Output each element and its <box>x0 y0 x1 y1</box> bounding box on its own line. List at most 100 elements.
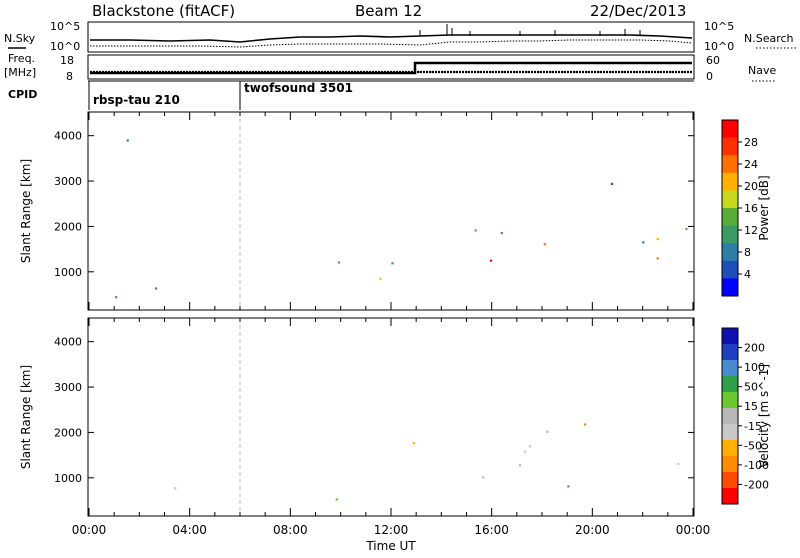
velocity-cell <box>567 485 570 488</box>
velocity-colorbar-cell <box>722 376 738 393</box>
velocity-xtick-label: 12:00 <box>374 523 409 537</box>
velocity-cell <box>523 450 526 453</box>
velocity-colorbar-cells <box>722 328 738 505</box>
noise-search-trace <box>90 39 693 48</box>
velocity-xticks <box>88 318 694 516</box>
beam-label: Beam 12 <box>355 2 422 20</box>
velocity-colorbar-frame <box>721 327 739 505</box>
velocity-colorbar-cell <box>722 472 738 489</box>
nave-trace <box>90 61 692 75</box>
cpid-program-1: twofsound 3501 <box>244 81 353 95</box>
velocity-cell <box>412 442 415 445</box>
power-colorbar-cell <box>722 208 738 227</box>
power-cell <box>391 262 394 265</box>
power-cell <box>155 287 158 290</box>
plot-title: Blackstone (fitACF) <box>92 2 235 20</box>
power-colorbar-cell <box>722 137 738 156</box>
noise-sky-trace <box>90 34 693 43</box>
power-cell <box>489 259 493 262</box>
date-label: 22/Dec/2013 <box>590 2 686 20</box>
frequency-panel-frame <box>87 54 695 80</box>
velocity-colorbar-tick-label: 50 <box>744 381 758 394</box>
noise-left-tick-bottom: 10^0 <box>50 40 80 53</box>
nave-label: Nave <box>748 64 776 77</box>
power-cell <box>337 261 341 264</box>
power-cell <box>115 296 118 299</box>
velocity-cell <box>518 464 522 467</box>
velocity-colorbar-tick-label: 100 <box>744 361 765 374</box>
noise-left-label: N.Sky <box>4 32 36 45</box>
velocity-colorbar-tick-label: -50 <box>744 439 762 452</box>
freq-tick-top: 18 <box>60 54 74 67</box>
noise-right-tick-top: 10^5 <box>704 20 734 33</box>
velocity-cell <box>174 487 177 490</box>
power-colorbar-cell <box>722 172 738 191</box>
noise-panel: N.Sky 10^5 10^0 10^5 10^0 N.Search <box>4 20 798 53</box>
power-ylabel: Slant Range [km] <box>19 159 33 263</box>
power-colorbar-tick-label: 24 <box>744 158 758 171</box>
power-colorbar-cell <box>722 260 738 279</box>
power-cell <box>379 277 382 280</box>
power-ytick-label: 2000 <box>54 220 82 233</box>
freq-label-line1: Freq. <box>8 52 35 65</box>
power-colorbar: 28 24 20 16 12 8 4 Power [dB] <box>721 119 771 297</box>
power-colorbar-tick-label: 16 <box>744 202 758 215</box>
freq-label-line2: [MHz] <box>4 66 36 79</box>
cpid-label: CPID <box>8 88 37 101</box>
power-cell <box>642 241 645 244</box>
velocity-colorbar-cell <box>722 392 738 409</box>
power-cell <box>474 229 477 232</box>
nave-tick-bottom: 0 <box>706 70 713 83</box>
velocity-xtick-label: 00:00 <box>676 523 711 537</box>
velocity-cell <box>677 462 680 465</box>
velocity-cell <box>528 445 532 448</box>
power-colorbar-tick-label: 8 <box>744 246 751 259</box>
velocity-cell <box>482 476 485 479</box>
power-colorbar-cell <box>722 243 738 262</box>
velocity-colorbar-tick-label: 15 <box>744 400 758 413</box>
velocity-colorbar-tick-label: 200 <box>744 342 765 355</box>
power-cell <box>500 232 503 235</box>
velocity-colorbar-label: Velocity [m s^-1] <box>757 364 771 468</box>
power-panel-frame <box>87 111 695 311</box>
power-colorbar-cell <box>722 120 738 139</box>
power-colorbar-cells <box>722 120 738 297</box>
power-colorbar-tick-label: 12 <box>744 224 758 237</box>
velocity-colorbar-tick-label: -100 <box>744 459 769 472</box>
nave-tick-top: 60 <box>706 54 720 67</box>
velocity-colorbar-cell <box>722 424 738 441</box>
velocity-marks <box>174 423 680 501</box>
power-colorbar-cell <box>722 155 738 174</box>
power-colorbar-tick-label: 20 <box>744 180 758 193</box>
noise-panel-frame <box>87 21 695 53</box>
velocity-xtick-label: 00:00 <box>72 523 107 537</box>
velocity-ytick-label: 4000 <box>54 336 82 349</box>
velocity-colorbar-cell <box>722 440 738 457</box>
velocity-yticks: 1000 2000 3000 4000 <box>54 336 694 485</box>
power-yticks: 1000 2000 3000 4000 <box>54 130 694 279</box>
velocity-colorbar: 200 100 50 15 -15 -50 -100 -200 Velocity [m s^-… <box>721 327 771 505</box>
velocity-xlabel: Time UT <box>365 539 416 553</box>
velocity-colorbar-tick-label: -200 <box>744 478 769 491</box>
cpid-panel: CPID rbsp-tau 210 twofsound 3501 <box>8 80 694 110</box>
power-ytick-label: 3000 <box>54 175 82 188</box>
power-ytick-label: 4000 <box>54 130 82 143</box>
power-colorbar-tick-label: 4 <box>744 268 751 281</box>
power-colorbar-cell <box>722 278 738 297</box>
velocity-colorbar-cell <box>722 360 738 377</box>
power-cell <box>685 227 688 231</box>
power-colorbar-cell <box>722 190 738 209</box>
velocity-colorbar-tick-label: -15 <box>744 420 762 433</box>
noise-spikes <box>419 24 641 36</box>
velocity-colorbar-cell <box>722 456 738 473</box>
velocity-cell <box>584 423 587 426</box>
velocity-xtick-label: 04:00 <box>172 523 207 537</box>
velocity-ytick-label: 3000 <box>54 381 82 394</box>
velocity-cell <box>546 430 549 433</box>
velocity-cell <box>335 498 338 501</box>
power-ytick-label: 1000 <box>54 266 82 279</box>
velocity-xtick-labels: 00:00 04:00 08:00 12:00 16:00 20:00 00:00 <box>72 523 711 537</box>
power-xticks <box>88 112 694 310</box>
velocity-ylabel: Slant Range [km] <box>19 365 33 469</box>
power-cell <box>656 257 659 260</box>
